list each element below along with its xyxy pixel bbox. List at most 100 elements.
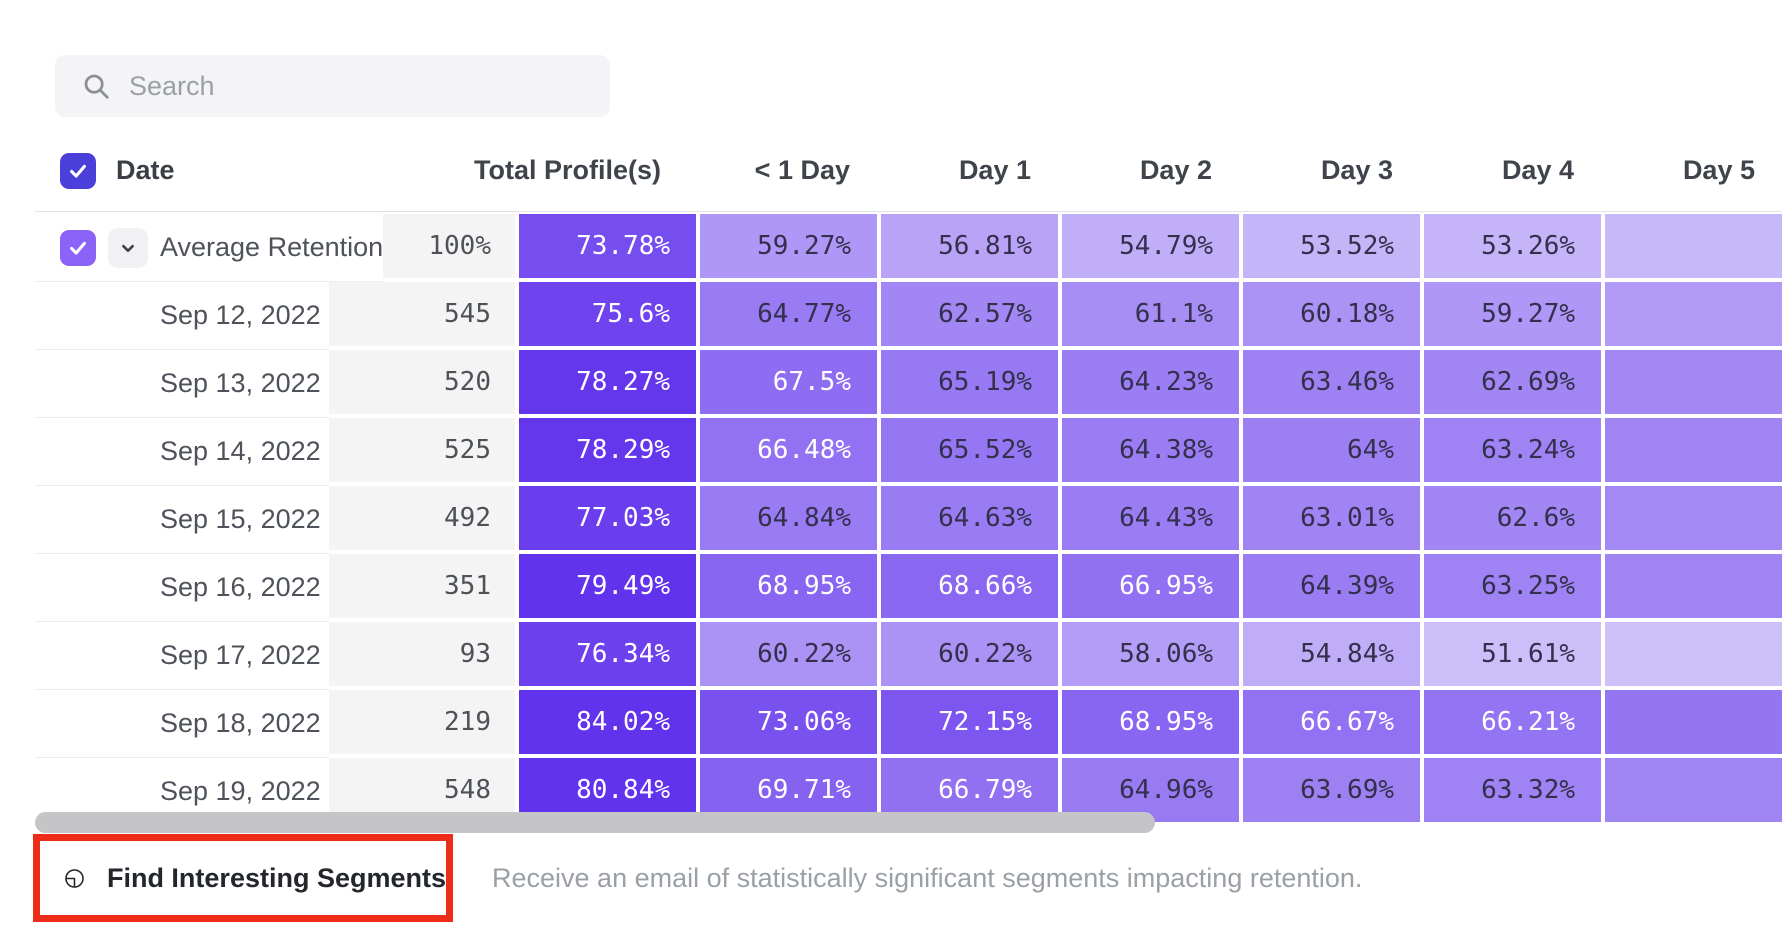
retention-cells: 76.34% 60.22% 60.22% 58.06% 54.84% 51.61% (519, 622, 1782, 690)
retention-cells: 75.6% 64.77% 62.57% 61.1% 60.18% 59.27% (519, 282, 1782, 350)
table-row: Sep 15, 2022 492 77.03% 64.84% 64.63% 64.43… (35, 486, 1782, 554)
retention-cell[interactable]: 76.34% (519, 622, 696, 686)
retention-cell[interactable]: 64.63% (881, 486, 1058, 550)
retention-cell[interactable]: 73.06% (700, 690, 877, 754)
retention-cell[interactable]: 64.38% (1062, 418, 1239, 482)
retention-cell[interactable]: 53.26% (1424, 214, 1601, 278)
retention-cell[interactable]: 75.6% (519, 282, 696, 346)
horizontal-scrollbar-thumb[interactable] (35, 812, 1155, 833)
retention-cell[interactable]: 66.48% (700, 418, 877, 482)
row-date-cell: Sep 16, 2022 (35, 554, 330, 622)
retention-cell[interactable]: 66.21% (1424, 690, 1601, 754)
row-checkbox[interactable] (60, 229, 96, 266)
retention-cell[interactable]: 63.32% (1424, 758, 1601, 822)
retention-cell[interactable]: 69.71% (700, 758, 877, 822)
retention-cell[interactable]: 64% (1243, 418, 1420, 482)
total-profiles-cell: 520 (329, 350, 515, 414)
retention-cell[interactable]: 68.66% (881, 554, 1058, 618)
retention-cell[interactable]: 62.6% (1424, 486, 1601, 550)
table-row: Sep 13, 2022 520 78.27% 67.5% 65.19% 64.23%… (35, 350, 1782, 418)
table-body: Average Retention 100% 73.78% 59.27% 56.81… (35, 214, 1782, 826)
table-row: Sep 12, 2022 545 75.6% 64.77% 62.57% 61.1% 6… (35, 282, 1782, 350)
retention-cell[interactable]: 64.43% (1062, 486, 1239, 550)
retention-cell-clipped (1605, 350, 1782, 414)
retention-cell[interactable]: 53.52% (1243, 214, 1420, 278)
retention-cell[interactable]: 60.18% (1243, 282, 1420, 346)
row-label: Sep 17, 2022 (160, 640, 321, 670)
expand-collapse-button[interactable] (108, 227, 148, 268)
row-date-cell: Sep 18, 2022 (35, 690, 330, 758)
retention-cell[interactable]: 51.61% (1424, 622, 1601, 686)
retention-cell[interactable]: 63.69% (1243, 758, 1420, 822)
retention-cell[interactable]: 65.19% (881, 350, 1058, 414)
find-interesting-segments-button[interactable]: Find Interesting Segments (40, 841, 446, 915)
table-row: Sep 14, 2022 525 78.29% 66.48% 65.52% 64.38… (35, 418, 1782, 486)
row-label: Sep 15, 2022 (160, 504, 321, 534)
retention-cell[interactable]: 63.46% (1243, 350, 1420, 414)
retention-cell[interactable]: 79.49% (519, 554, 696, 618)
table-row: Sep 17, 2022 93 76.34% 60.22% 60.22% 58.06%… (35, 622, 1782, 690)
segments-icon (65, 868, 84, 888)
chevron-down-icon (122, 244, 134, 252)
retention-cells: 73.78% 59.27% 56.81% 54.79% 53.52% 53.26% (519, 214, 1782, 282)
retention-cell[interactable]: 68.95% (700, 554, 877, 618)
total-profiles-cell: 525 (329, 418, 515, 482)
retention-cell[interactable]: 64.23% (1062, 350, 1239, 414)
retention-cell[interactable]: 73.78% (519, 214, 696, 278)
total-profiles-cell: 219 (329, 690, 515, 754)
retention-cell[interactable]: 72.15% (881, 690, 1058, 754)
table-row: Sep 16, 2022 351 79.49% 68.95% 68.66% 66.95… (35, 554, 1782, 622)
checkmark-icon (70, 164, 86, 178)
retention-cell[interactable]: 80.84% (519, 758, 696, 822)
retention-cell[interactable]: 67.5% (700, 350, 877, 414)
retention-cell[interactable]: 64.39% (1243, 554, 1420, 618)
retention-cell[interactable]: 65.52% (881, 418, 1058, 482)
retention-cell[interactable]: 84.02% (519, 690, 696, 754)
retention-cell[interactable]: 56.81% (881, 214, 1058, 278)
retention-cell[interactable]: 66.95% (1062, 554, 1239, 618)
retention-cell[interactable]: 64.77% (700, 282, 877, 346)
retention-cell[interactable]: 60.22% (881, 622, 1058, 686)
retention-cell[interactable]: 54.79% (1062, 214, 1239, 278)
retention-cell[interactable]: 66.79% (881, 758, 1058, 822)
total-profiles-cell: 548 (329, 758, 515, 822)
retention-cell[interactable]: 59.27% (700, 214, 877, 278)
retention-cell[interactable]: 66.67% (1243, 690, 1420, 754)
row-date-cell: Sep 13, 2022 (35, 350, 330, 418)
retention-cell[interactable]: 64.84% (700, 486, 877, 550)
retention-cell[interactable]: 60.22% (700, 622, 877, 686)
day-header-5: Day 5 (1682, 155, 1755, 185)
retention-cell[interactable]: 54.84% (1243, 622, 1420, 686)
retention-cells: 78.27% 67.5% 65.19% 64.23% 63.46% 62.69% (519, 350, 1782, 418)
retention-cells: 77.03% 64.84% 64.63% 64.43% 63.01% 62.6% (519, 486, 1782, 554)
table-row: Average Retention 100% 73.78% 59.27% 56.81… (35, 214, 1782, 282)
row-date-cell: Average Retention (35, 214, 384, 282)
retention-cell[interactable]: 78.27% (519, 350, 696, 414)
total-profiles-cell: 93 (329, 622, 515, 686)
search-icon (84, 74, 109, 99)
retention-cell[interactable]: 58.06% (1062, 622, 1239, 686)
retention-cell[interactable]: 59.27% (1424, 282, 1601, 346)
retention-cell[interactable]: 62.69% (1424, 350, 1601, 414)
retention-cell[interactable]: 61.1% (1062, 282, 1239, 346)
select-all-checkbox[interactable] (60, 152, 96, 189)
row-label: Average Retention (160, 232, 384, 262)
table-header-row: Date Total Profile(s) < 1 Day Day 1 Day … (35, 130, 1782, 212)
search-input[interactable] (129, 70, 584, 102)
retention-cell[interactable]: 64.96% (1062, 758, 1239, 822)
retention-cell[interactable]: 78.29% (519, 418, 696, 482)
day-header-2: Day 2 (1139, 155, 1212, 185)
retention-cell[interactable]: 63.25% (1424, 554, 1601, 618)
retention-cell[interactable]: 62.57% (881, 282, 1058, 346)
retention-cells: 78.29% 66.48% 65.52% 64.38% 64% 63.24% (519, 418, 1782, 486)
row-label: Sep 16, 2022 (160, 572, 321, 602)
retention-cell[interactable]: 77.03% (519, 486, 696, 550)
retention-cell[interactable]: 68.95% (1062, 690, 1239, 754)
retention-cell-clipped (1605, 486, 1782, 550)
retention-cell-clipped (1605, 690, 1782, 754)
row-label: Sep 18, 2022 (160, 708, 321, 738)
retention-cell[interactable]: 63.24% (1424, 418, 1601, 482)
retention-cell[interactable]: 63.01% (1243, 486, 1420, 550)
total-profiles-cell: 351 (329, 554, 515, 618)
retention-cell-clipped (1605, 214, 1782, 278)
